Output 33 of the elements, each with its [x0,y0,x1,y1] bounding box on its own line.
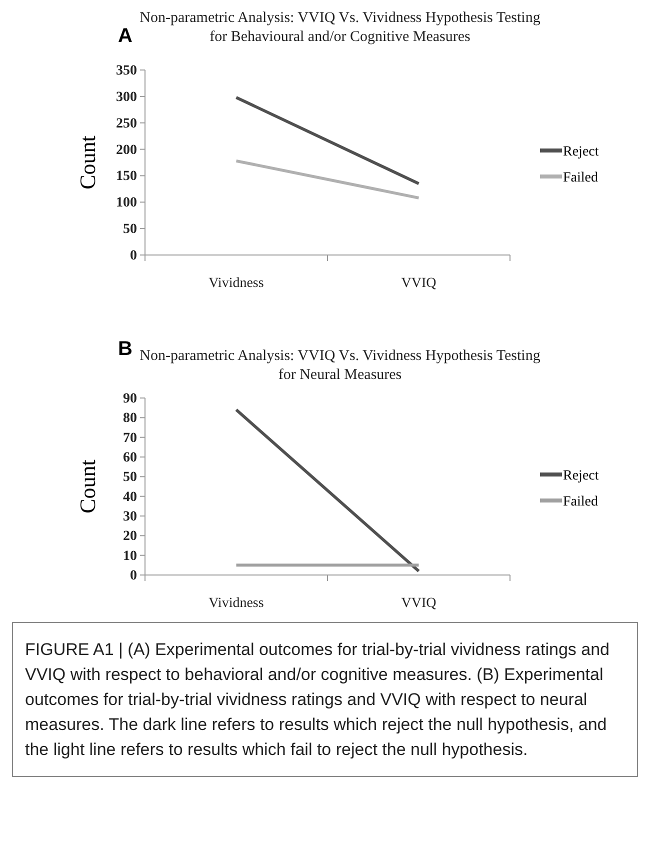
y-tick-label: 80 [123,411,137,426]
y-tick-label: 200 [116,142,137,158]
y-tick-label: 250 [116,116,137,132]
y-tick-label: 50 [123,470,137,486]
legend-label: Reject [563,468,599,484]
y-tick-label: 150 [116,169,137,184]
y-tick-label: 20 [123,529,137,544]
legend-label: Reject [563,144,599,160]
y-tick-label: 0 [130,568,137,584]
y-tick-label: 50 [123,222,137,238]
y-tick-label: 60 [123,450,137,466]
y-tick-label: 90 [123,391,137,406]
x-tick-label: VVIQ [401,276,436,291]
y-axis-title: Count [75,136,100,190]
legend-label: Failed [563,494,598,510]
x-tick-label: Vividness [208,276,264,291]
y-tick-label: 100 [116,196,137,211]
y-tick-label: 10 [123,548,137,564]
y-axis-title: Count [75,460,100,514]
y-tick-label: 0 [130,248,137,264]
caption: FIGURE A1 | (A) Experimental outcomes for trial-by-trial vividness ratings and VVIQ with respect to behavioral and/or cognitive measures. (B) Experimental outcomes for trial-by-trial vividness ratings and VVIQ with respect to neural measures. The dark line refers to results which reject the null hypothesis, and the light line refers to results which fail to reject the null hypothesis. [12,622,638,777]
chart-title: Non-parametric Analysis: VVIQ Vs. Vividness Hypothesis Testing for Behavioural and/or Cognitive Measures [140,10,541,45]
x-tick-label: Vividness [208,596,264,611]
y-tick-label: 30 [123,509,137,524]
y-tick-label: 350 [116,63,137,78]
y-tick-label: 70 [123,430,137,446]
y-tick-label: 300 [116,90,137,105]
x-tick-label: VVIQ [401,596,436,611]
chart-title: Non-parametric Analysis: VVIQ Vs. Vividness Hypothesis Testing for Neural Measures [140,348,541,383]
legend-label: Failed [563,170,598,186]
y-tick-label: 40 [123,490,137,505]
text: A [118,25,132,47]
text: B [118,338,132,360]
